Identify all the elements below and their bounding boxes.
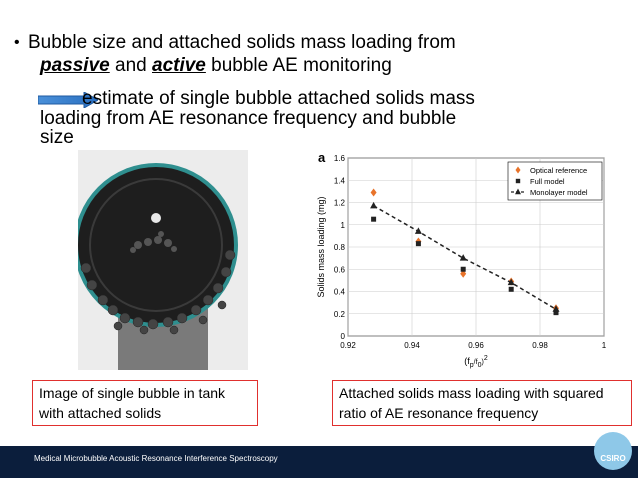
data-point-triangle [414,227,422,234]
x-axis-label-part: /f [474,359,478,366]
x-axis-label-part: 2 [484,355,488,362]
csiro-logo [594,432,632,470]
x-axis-label: (fp/f0)2 [464,355,488,369]
footer-text: Medical Microbubble Acoustic Resonance I… [34,454,278,463]
mass-loading-chart: 0.92 0.94 0.96 0.98 1 0 0.2 0.4 0.6 0.8 1 1.2 1.4 1.6… [316,150,607,369]
data-point-square [460,266,466,272]
data-point-square [415,241,421,247]
panel-label: a [318,150,326,165]
bubble-photo [74,150,248,370]
data-point-diamond [370,188,377,197]
right-arrow-icon [38,92,98,108]
series-line-2 [373,205,557,310]
x-axis-label-part: ) [481,359,483,366]
x-tick-label: 1 [602,341,607,350]
x-tick-label: 0.98 [532,341,548,350]
x-axis-label-part: (f [464,356,470,366]
data-point-square [508,286,514,292]
y-tick-label: 0 [341,332,346,341]
y-tick-label: 0.6 [334,265,346,274]
y-tick-label: 1 [341,221,346,230]
caption-left: Image of single bubble in tank with atta… [32,380,258,426]
caption-left-text: Image of single bubble in tank with atta… [39,385,226,421]
passive-word: passive [40,55,110,76]
bullet-text-line2: passive and active bubble AE monitoring [40,55,392,77]
y-tick-label: 0.8 [334,243,346,252]
and-word: and [115,55,147,76]
active-word: active [152,55,206,76]
y-tick-label: 1.6 [334,154,346,163]
bullet-text-post: bubble AE monitoring [211,55,392,76]
data-point-square [553,310,559,316]
legend-marker [515,166,521,174]
x-tick-label: 0.94 [404,341,420,350]
data-point-triangle [552,305,560,312]
legend-label: Full model [530,177,565,186]
bullet-text: Bubble size and attached solids mass loa… [28,32,456,54]
legend-label: Monolayer model [530,188,588,197]
y-tick-label: 0.4 [334,288,346,297]
y-axis-label: Solids mass loading (mg) [316,196,326,297]
x-axis-label-part: p [470,362,474,369]
legend-marker [515,178,521,184]
x-tick-label: 0.96 [468,341,484,350]
x-axis-label-part: 0 [478,362,482,369]
estimate-line-3: size [40,127,74,148]
data-point-triangle [459,254,467,261]
legend-box [507,161,603,201]
legend-label: Optical reference [530,166,587,175]
legend-marker [515,188,521,195]
y-tick-label: 1.2 [334,199,346,208]
caption-right: Attached solids mass loading with square… [332,380,632,426]
caption-right-text: Attached solids mass loading with square… [339,385,604,421]
data-point-triangle [507,278,515,286]
csiro-logo-text: CSIRO [600,454,626,463]
bullet-dot: • [14,34,20,51]
y-tick-label: 0.2 [334,310,346,319]
data-point-triangle [370,201,378,209]
x-tick-label: 0.92 [340,341,356,350]
estimate-line-1: estimate of single bubble attached solid… [82,88,475,109]
bullet-text-pre: Bubble size and attached solids mass loa… [28,32,456,53]
footer-bar [0,446,638,478]
y-tick-label: 1.4 [334,176,346,185]
estimate-line-2: loading from AE resonance frequency and … [40,108,457,129]
data-point-square [371,216,377,222]
